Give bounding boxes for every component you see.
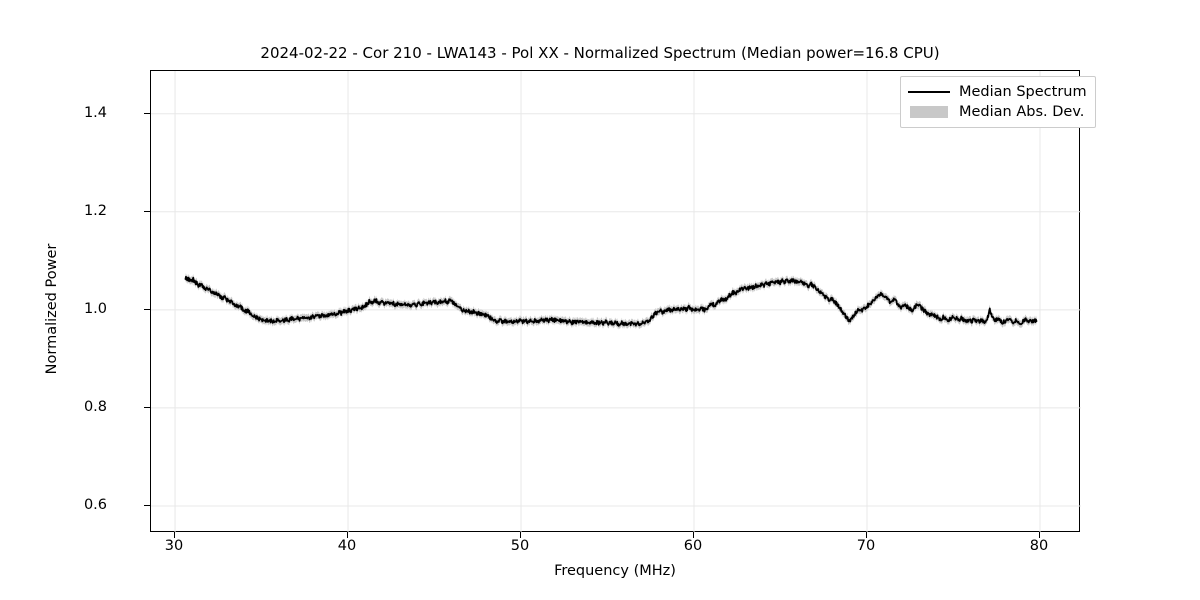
x-tick-label: 80 — [1029, 538, 1049, 554]
legend-patch-key-icon — [908, 105, 950, 119]
chart-title: 2024-02-22 - Cor 210 - LWA143 - Pol XX -… — [260, 44, 940, 62]
legend-label-median-spectrum: Median Spectrum — [959, 84, 1087, 100]
x-tickmark — [693, 532, 695, 538]
plot-svg — [151, 71, 1081, 533]
legend-item-median-spectrum: Median Spectrum — [908, 82, 1087, 102]
x-tickmark — [520, 532, 522, 538]
x-tick-label: 60 — [683, 538, 703, 554]
legend-label-median-abs-dev: Median Abs. Dev. — [959, 104, 1085, 120]
x-tickmark — [347, 532, 349, 538]
y-gridlines — [151, 113, 1081, 507]
y-tick-label: 0.6 — [83, 496, 107, 513]
y-tickmark — [144, 504, 150, 507]
plot-area — [150, 70, 1081, 533]
x-tickmark — [1039, 532, 1041, 538]
x-tick-label: 50 — [510, 538, 530, 554]
y-tick-label: 1.0 — [83, 300, 107, 317]
y-tickmark — [144, 406, 150, 409]
x-axis-label: Frequency (MHz) — [554, 563, 676, 579]
y-tick-label: 0.8 — [83, 398, 107, 415]
chart-legend: Median Spectrum Median Abs. Dev. — [900, 76, 1096, 128]
legend-line-key-icon — [908, 85, 950, 99]
y-axis-label: Normalized Power — [44, 243, 60, 375]
y-tickmark — [144, 210, 150, 213]
median-spectrum-line — [184, 275, 1038, 327]
x-gridlines — [174, 71, 1041, 533]
y-tickmark — [144, 112, 150, 115]
y-tick-label: 1.2 — [83, 202, 107, 219]
x-tickmark — [174, 532, 176, 538]
y-tickmark — [144, 308, 150, 311]
median-abs-dev-band — [185, 273, 1037, 330]
legend-item-median-abs-dev: Median Abs. Dev. — [908, 102, 1087, 122]
y-tick-label: 1.4 — [83, 104, 107, 121]
x-tick-label: 40 — [337, 538, 357, 554]
x-tick-label: 30 — [164, 538, 184, 554]
x-tickmark — [866, 532, 868, 538]
x-tick-label: 70 — [856, 538, 876, 554]
